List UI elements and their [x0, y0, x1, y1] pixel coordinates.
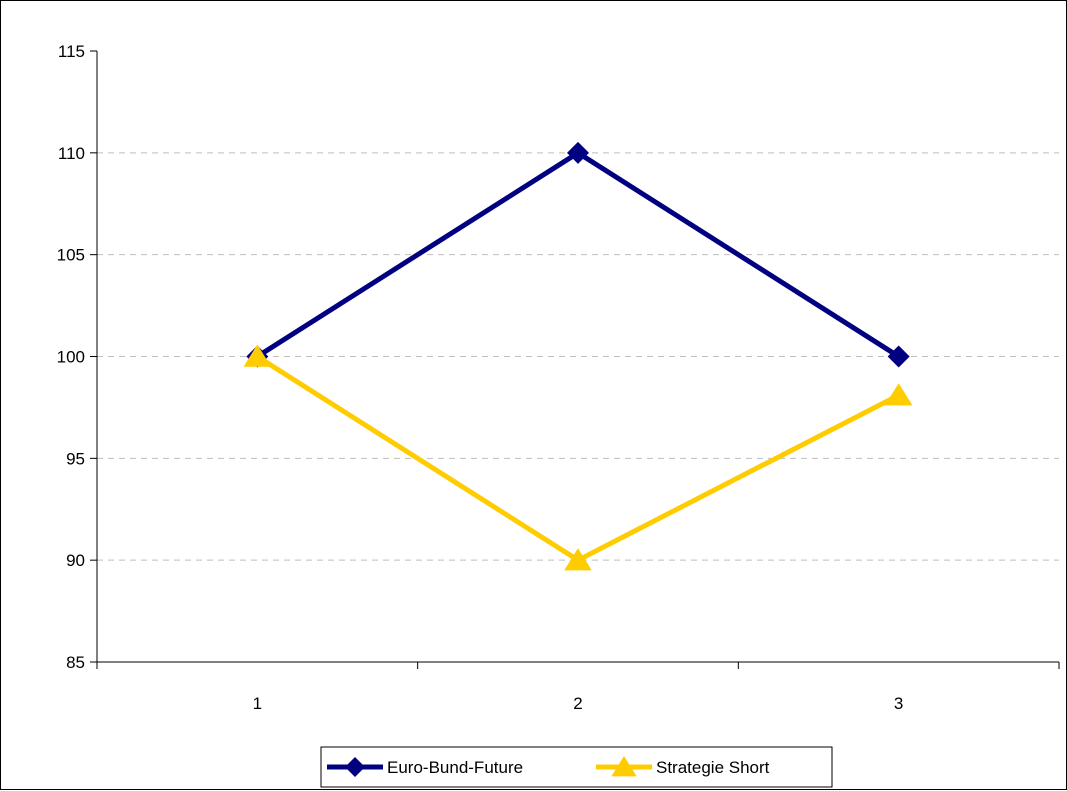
legend-box — [320, 746, 833, 788]
legend-label-euro-bund-future: Euro-Bund-Future — [387, 758, 523, 777]
legend-marker-strategie-short — [611, 756, 637, 777]
legend-marker-euro-bund-future — [345, 757, 365, 777]
point-euro-bund-future-3 — [887, 345, 910, 368]
point-strategie-short-3 — [884, 383, 913, 406]
y-tick-label-100: 100 — [57, 348, 85, 367]
y-tick-label-95: 95 — [66, 449, 85, 468]
point-euro-bund-future-2 — [567, 141, 589, 164]
point-strategie-short-1 — [243, 344, 272, 367]
y-tick-label-105: 105 — [57, 246, 85, 265]
x-tick-label-3: 3 — [894, 694, 903, 713]
legend-label-strategie-short: Strategie Short — [656, 758, 770, 777]
y-tick-label-85: 85 — [66, 653, 85, 672]
point-strategie-short-2 — [564, 548, 592, 571]
y-tick-label-110: 110 — [58, 144, 85, 163]
x-tick-label-1: 1 — [253, 694, 262, 713]
y-tick-label-90: 90 — [66, 551, 85, 570]
x-tick-label-2: 2 — [573, 694, 582, 713]
y-tick-label-115: 115 — [58, 42, 85, 61]
